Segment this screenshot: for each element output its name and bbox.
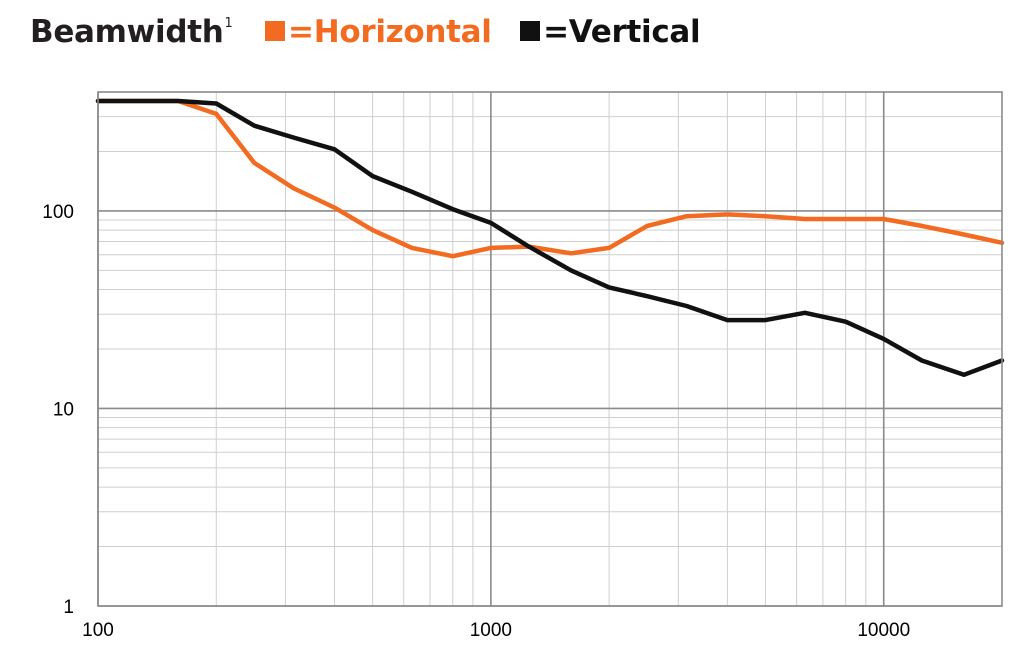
title-footnote: 1 — [224, 16, 233, 31]
legend-item-horizontal: =Horizontal — [265, 14, 492, 50]
plot-frame — [97, 91, 1003, 607]
x-tick-label: 100 — [82, 620, 114, 641]
chart-title: Beamwidth1 =Horizontal =Vertical — [30, 14, 701, 50]
legend-label-vertical: =Vertical — [543, 14, 701, 50]
y-axis-ticks: 1 10 100 — [42, 202, 74, 618]
x-tick-label: 1000 — [470, 620, 512, 641]
title-text: Beamwidth — [30, 14, 224, 50]
x-tick-label: 10000 — [857, 620, 910, 641]
x-axis-ticks: 100 1000 10000 — [82, 620, 910, 641]
series-layer — [95, 98, 1005, 378]
grid-minor — [98, 91, 1003, 606]
series-line-horizontal — [95, 98, 1005, 259]
legend-item-vertical: =Vertical — [520, 14, 701, 50]
y-tick-label: 100 — [42, 202, 74, 223]
series-line-vertical — [95, 98, 1005, 378]
legend-label-horizontal: =Horizontal — [288, 14, 492, 50]
legend-swatch-horizontal — [265, 21, 286, 41]
y-tick-label: 1 — [63, 597, 74, 618]
legend-swatch-vertical — [520, 21, 541, 41]
y-tick-label: 10 — [53, 399, 74, 420]
